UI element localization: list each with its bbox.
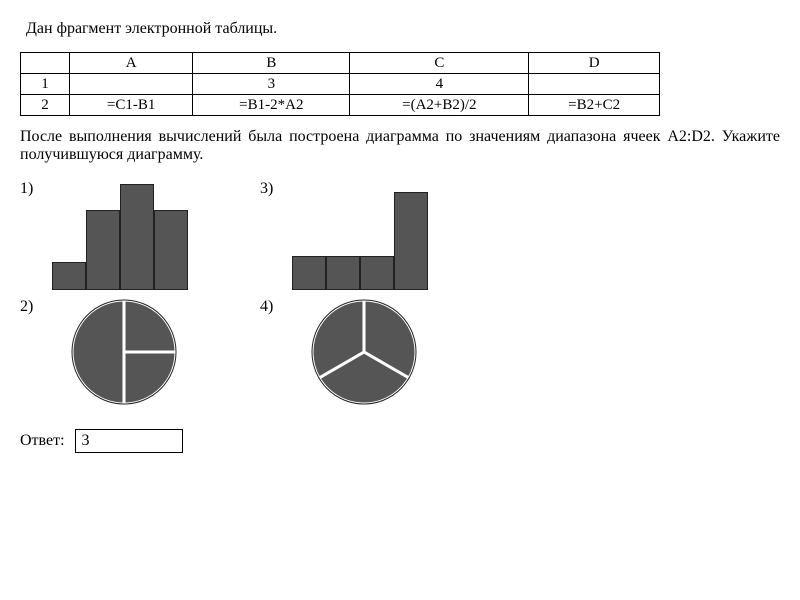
option-2: 2) xyxy=(20,298,260,411)
bar xyxy=(326,256,360,290)
options-grid: 1) 3) 2) 4) xyxy=(20,180,780,411)
option-2-label: 2) xyxy=(20,298,42,316)
option-3: 3) xyxy=(260,180,500,290)
table-header-row: A B C D xyxy=(21,53,660,74)
answer-box[interactable]: 3 xyxy=(75,429,183,453)
bar xyxy=(120,184,154,290)
intro-text: Дан фрагмент электронной таблицы. xyxy=(26,20,780,38)
cell-A1 xyxy=(70,74,193,95)
row-2-hdr: 2 xyxy=(21,95,70,116)
pie-chart-4 xyxy=(310,298,418,411)
bar xyxy=(394,192,428,290)
cell-B1: 3 xyxy=(193,74,350,95)
cell-C1: 4 xyxy=(350,74,529,95)
pie-chart-2 xyxy=(70,298,178,411)
cell-B2: =B1-2*A2 xyxy=(193,95,350,116)
bar xyxy=(360,256,394,290)
option-4: 4) xyxy=(260,298,500,411)
header-C: C xyxy=(350,53,529,74)
bar xyxy=(154,210,188,290)
table-row: 2 =C1-B1 =B1-2*A2 =(A2+B2)/2 =B2+C2 xyxy=(21,95,660,116)
option-3-label: 3) xyxy=(260,180,282,198)
pie-svg xyxy=(70,298,178,406)
bar-chart-1 xyxy=(52,180,188,290)
option-1-label: 1) xyxy=(20,180,42,198)
spreadsheet-table: A B C D 1 3 4 2 =C1-B1 =B1-2*A2 =(A2+B2)… xyxy=(20,52,660,116)
header-A: A xyxy=(70,53,193,74)
row-1-hdr: 1 xyxy=(21,74,70,95)
question-text: После выполнения вычислений была построе… xyxy=(20,128,780,164)
table-row: 1 3 4 xyxy=(21,74,660,95)
cell-D2: =B2+C2 xyxy=(529,95,660,116)
header-D: D xyxy=(529,53,660,74)
bar xyxy=(86,210,120,290)
bar xyxy=(52,262,86,290)
cell-C2: =(A2+B2)/2 xyxy=(350,95,529,116)
header-B: B xyxy=(193,53,350,74)
answer-row: Ответ: 3 xyxy=(20,429,780,453)
pie-slice xyxy=(124,352,176,404)
pie-svg xyxy=(310,298,418,406)
pie-slice xyxy=(72,300,124,404)
cell-A2: =C1-B1 xyxy=(70,95,193,116)
cell-D1 xyxy=(529,74,660,95)
bar-chart-3 xyxy=(292,180,428,290)
option-4-label: 4) xyxy=(260,298,282,316)
option-1: 1) xyxy=(20,180,260,290)
pie-slice xyxy=(124,300,176,352)
header-blank xyxy=(21,53,70,74)
bar xyxy=(292,256,326,290)
answer-label: Ответ: xyxy=(20,432,65,450)
